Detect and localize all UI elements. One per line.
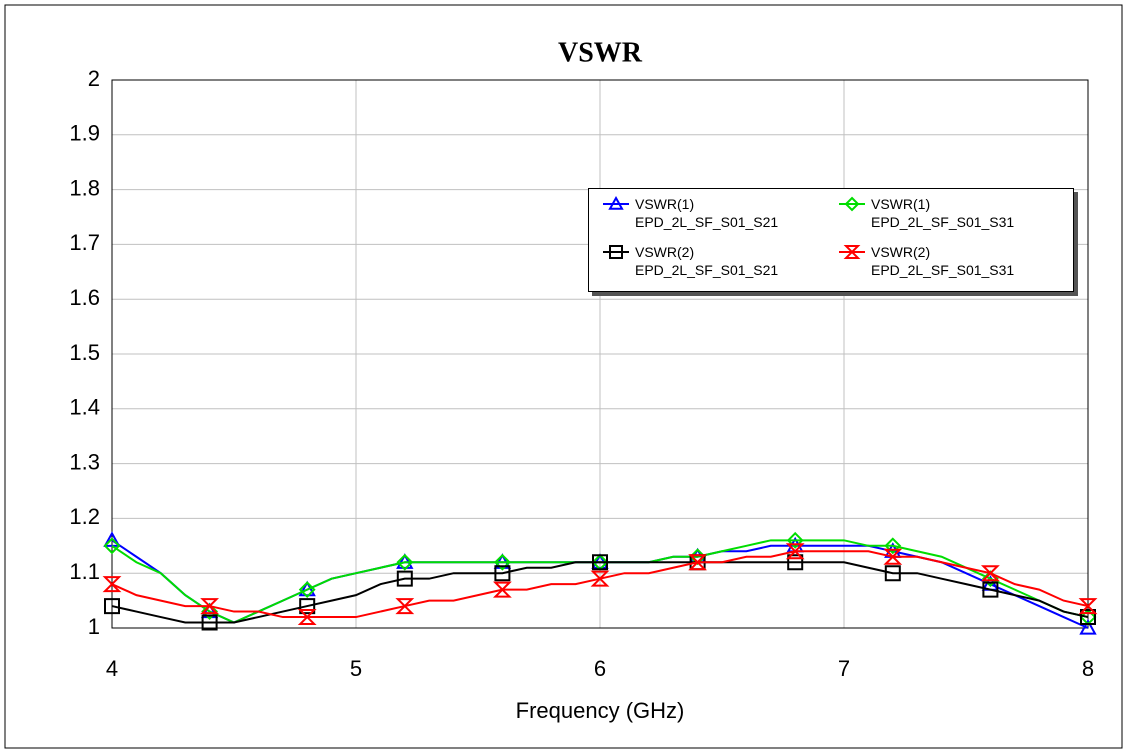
data-marker xyxy=(104,598,120,615)
y-tick-label: 1.7 xyxy=(69,230,100,255)
plot-border xyxy=(111,79,1089,629)
data-marker xyxy=(688,554,708,571)
data-marker xyxy=(1080,609,1096,626)
data-marker xyxy=(396,570,413,587)
legend: VSWR(1) EPD_2L_SF_S01_S21 VSWR(1) EPD_2L_… xyxy=(588,188,1074,292)
y-tick-label: 1.8 xyxy=(69,175,100,200)
data-marker xyxy=(980,565,1000,582)
data-marker xyxy=(982,581,999,598)
y-tick-label: 1.1 xyxy=(69,559,100,584)
data-marker xyxy=(494,565,511,582)
legend-entry: VSWR(2) EPD_2L_SF_S01_S31 xyxy=(837,243,1073,291)
legend-label: VSWR(2) EPD_2L_SF_S01_S31 xyxy=(871,244,1015,278)
legend-label: VSWR(1) EPD_2L_SF_S01_S21 xyxy=(635,196,779,230)
data-marker xyxy=(102,576,122,593)
data-marker xyxy=(592,554,608,571)
y-tick-label: 2 xyxy=(88,66,100,91)
legend-label: VSWR(2) EPD_2L_SF_S01_S21 xyxy=(635,244,779,278)
data-marker xyxy=(884,537,902,555)
data-marker xyxy=(883,548,903,565)
data-marker xyxy=(201,614,218,631)
legend-entry: VSWR(1) EPD_2L_SF_S01_S31 xyxy=(837,195,1073,243)
data-marker xyxy=(103,537,121,555)
data-marker xyxy=(492,581,512,598)
x-tick-label: 5 xyxy=(350,656,362,681)
y-tick-label: 1.3 xyxy=(69,449,100,474)
y-tick-label: 1.4 xyxy=(69,395,100,420)
x-tick-label: 4 xyxy=(106,656,118,681)
legend-icon xyxy=(603,195,629,210)
legend-icon xyxy=(603,245,629,259)
data-marker xyxy=(493,553,511,571)
legend-icon xyxy=(839,196,865,212)
data-marker xyxy=(884,565,901,582)
legend-marker xyxy=(608,195,624,210)
data-marker xyxy=(201,603,219,620)
data-marker xyxy=(590,570,610,587)
data-marker xyxy=(786,531,804,549)
x-tick-label: 8 xyxy=(1082,656,1094,681)
x-tick-label: 7 xyxy=(838,656,850,681)
data-marker xyxy=(1079,618,1097,635)
series-line xyxy=(111,561,1089,624)
y-tick-label: 1 xyxy=(88,614,100,639)
legend-entry: VSWR(2) EPD_2L_SF_S01_S21 xyxy=(601,243,837,291)
legend-icon xyxy=(839,245,865,259)
chart-title: VSWR xyxy=(558,37,643,68)
data-marker xyxy=(1078,598,1098,615)
legend-marker xyxy=(843,245,861,259)
data-marker xyxy=(787,554,804,571)
data-marker xyxy=(395,598,415,615)
data-marker xyxy=(200,598,220,615)
legend-label: VSWR(1) EPD_2L_SF_S01_S31 xyxy=(871,196,1015,230)
legend-marker xyxy=(609,245,623,259)
y-tick-label: 1.9 xyxy=(69,121,100,146)
y-tick-label: 1.6 xyxy=(69,285,100,310)
data-marker xyxy=(297,609,317,626)
data-marker xyxy=(299,598,316,615)
legend-entry: VSWR(1) EPD_2L_SF_S01_S21 xyxy=(601,195,837,243)
data-marker xyxy=(785,543,805,560)
y-tick-label: 1.5 xyxy=(69,340,100,365)
data-marker xyxy=(298,581,316,599)
legend-marker xyxy=(844,196,860,212)
y-tick-label: 1.2 xyxy=(69,504,100,529)
data-marker xyxy=(396,553,414,571)
x-tick-label: 6 xyxy=(594,656,606,681)
x-axis-label: Frequency (GHz) xyxy=(516,698,685,723)
